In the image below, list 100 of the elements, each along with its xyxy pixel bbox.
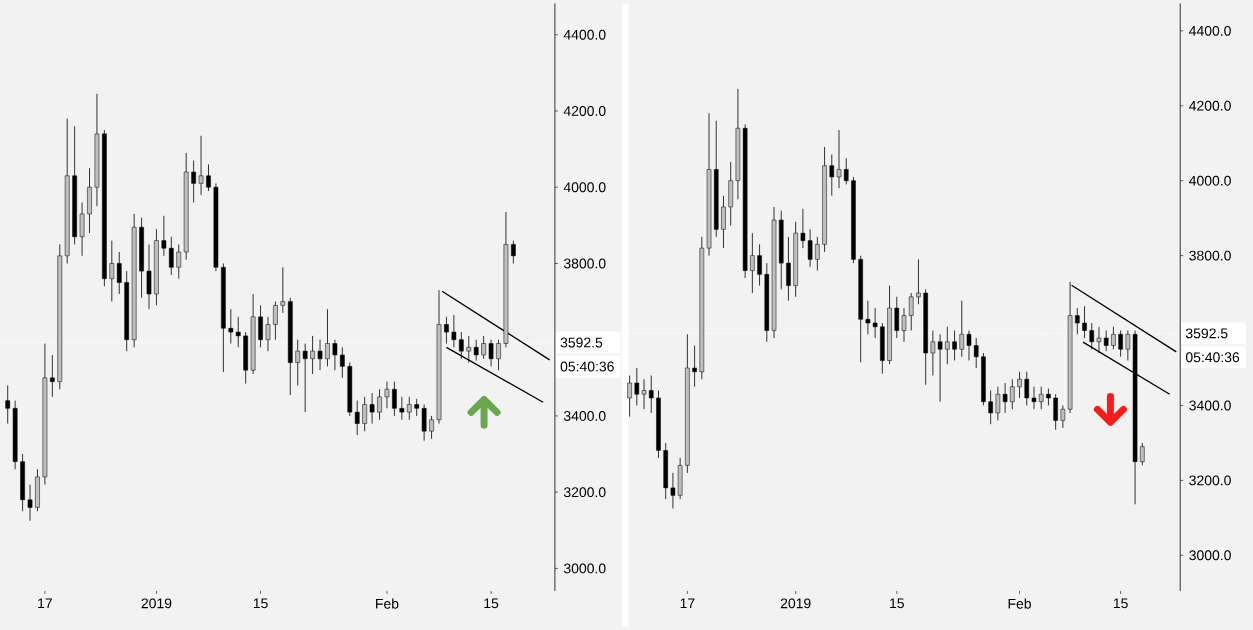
- y-tick-label: 3800.0: [563, 258, 606, 269]
- candlestick: [392, 381, 397, 417]
- candlestick: [815, 236, 820, 271]
- ref-line-label: 3592.5: [1185, 328, 1228, 339]
- y-tick-label: 3000.0: [1189, 550, 1231, 561]
- candlestick: [750, 232, 755, 294]
- candlestick: [648, 374, 654, 414]
- y-tick-label: 4400.0: [1189, 25, 1231, 36]
- candlestick: [959, 300, 965, 358]
- candlestick: [362, 396, 367, 432]
- candlestick: [1140, 442, 1145, 466]
- y-tick-label: 4400.0: [563, 29, 606, 40]
- candlestick: [421, 403, 427, 441]
- candlestick: [908, 292, 914, 331]
- candlestick: [1103, 330, 1109, 352]
- x-tick-label: 17: [38, 598, 52, 608]
- candlestick: [235, 316, 241, 348]
- y-tick-label: 3200.0: [1189, 475, 1231, 486]
- candlestick: [265, 316, 271, 352]
- candlestick: [451, 314, 457, 348]
- candlestick: [176, 243, 182, 279]
- candlestick: [952, 330, 957, 361]
- text: 05:40:36: [1185, 352, 1240, 363]
- y-tick-label: 3800.0: [1189, 250, 1231, 261]
- candlestick: [894, 296, 900, 339]
- candlestick: [384, 381, 390, 409]
- candlestick: [429, 415, 434, 440]
- y-tick-label: 4000.0: [563, 182, 606, 193]
- ref-line-label: 3592.5: [560, 337, 603, 348]
- candlestick: [1017, 371, 1022, 399]
- candlestick: [836, 129, 842, 189]
- candlestick: [1118, 330, 1123, 358]
- candlestick: [488, 339, 494, 367]
- candlestick: [302, 342, 308, 413]
- x-tick-label: 15: [1113, 598, 1128, 609]
- candlestick: [332, 339, 338, 371]
- candlestick: [843, 157, 849, 185]
- candlestick: [829, 153, 835, 196]
- candlestick: [161, 215, 167, 257]
- candlestick: [377, 388, 382, 421]
- candlestick: [1038, 386, 1044, 410]
- candlestick: [481, 335, 486, 360]
- candlestick: [721, 195, 726, 249]
- x-tick-label: 2019: [780, 598, 811, 609]
- candlestick: [273, 301, 278, 340]
- x-tick-label: 17: [680, 598, 695, 608]
- candlestick: [109, 240, 115, 302]
- candlestick: [1010, 378, 1015, 410]
- candlestick: [310, 335, 315, 375]
- x-tick-label: 15: [253, 598, 268, 609]
- text: 05:40:36: [560, 361, 614, 372]
- candlestick: [916, 258, 921, 305]
- candlestick: [258, 304, 263, 348]
- candlestick: [627, 374, 632, 417]
- candlestick: [206, 163, 211, 192]
- y-tick-label: 3200.0: [563, 487, 606, 497]
- candlestick: [340, 346, 345, 379]
- candlestick: [5, 384, 11, 424]
- candlestick: [1075, 307, 1080, 335]
- candlestick: [369, 392, 375, 424]
- candlestick: [228, 308, 234, 344]
- candlestick: [945, 326, 950, 365]
- candlestick: [399, 396, 405, 421]
- candlestick: [27, 484, 33, 522]
- candlestick: [634, 367, 640, 406]
- y-tick-label: 3000.0: [563, 563, 606, 574]
- candlestick: [988, 389, 993, 425]
- candlestick: [473, 339, 479, 361]
- candlestick: [406, 396, 412, 421]
- y-tick-label: 3400.0: [563, 410, 606, 421]
- candlestick: [1024, 371, 1030, 406]
- candlestick: [966, 330, 972, 361]
- candlestick: [116, 251, 122, 295]
- candlestick: [641, 378, 647, 410]
- candlestick: [1082, 305, 1087, 339]
- candlestick: [325, 308, 330, 367]
- x-tick-label: 15: [484, 598, 499, 609]
- candlestick: [511, 240, 516, 264]
- candlestick: [198, 135, 204, 196]
- candlestick: [317, 339, 323, 371]
- candlestick: [973, 337, 979, 369]
- candlestick: [1053, 393, 1058, 431]
- x-tick-label: 2019: [141, 598, 172, 609]
- candlestick: [786, 236, 791, 301]
- candlestick: [1111, 326, 1116, 350]
- candlestick: [50, 354, 55, 398]
- candlestick: [191, 159, 196, 203]
- candlestick: [295, 339, 301, 386]
- candlestick: [79, 201, 85, 257]
- candlestick: [168, 236, 174, 276]
- candlestick: [1031, 386, 1037, 410]
- y-tick-label: 3400.0: [1189, 400, 1231, 411]
- candlestick: [901, 307, 907, 343]
- y-tick-label: 4000.0: [1189, 175, 1231, 186]
- y-tick-label: 4200.0: [1189, 100, 1231, 111]
- x-tick-label: Feb: [1008, 598, 1031, 609]
- x-tick-label: 15: [890, 598, 904, 609]
- x-tick-label: Feb: [376, 598, 399, 609]
- candlestick: [692, 344, 697, 387]
- candlestick: [496, 339, 501, 371]
